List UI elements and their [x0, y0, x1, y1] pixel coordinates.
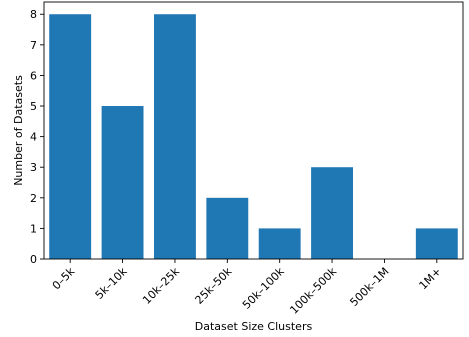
y-tick-label-4: 4 — [30, 131, 37, 144]
y-tick-label-0: 0 — [30, 253, 37, 266]
bars-group — [49, 14, 458, 260]
y-ticks: 0 1 2 3 4 5 6 7 8 — [30, 8, 44, 266]
bar-5 — [311, 167, 354, 259]
x-tick-label-1: 5k–10k — [93, 264, 130, 301]
x-tick-label-3: 25k–50k — [193, 264, 235, 306]
bar-3 — [206, 197, 249, 259]
bar-7 — [415, 228, 458, 259]
x-tick-label-5: 100k–500k — [287, 264, 339, 316]
x-tick-label-6: 500k–1M — [347, 265, 391, 309]
y-tick-label-6: 6 — [30, 69, 37, 82]
plot-frame — [43, 1, 464, 260]
x-tick-label-7: 1M+ — [417, 265, 444, 292]
y-tick-label-3: 3 — [30, 161, 37, 174]
x-tick-label-2: 10k–25k — [140, 264, 182, 306]
bar-0 — [49, 14, 92, 259]
y-axis-label: Number of Datasets — [12, 75, 25, 186]
y-tick-label-8: 8 — [30, 8, 37, 21]
axes-frame — [43, 1, 464, 260]
y-tick-label-7: 7 — [30, 39, 37, 52]
bar-4 — [258, 228, 301, 259]
y-tick-label-2: 2 — [30, 192, 37, 205]
x-tick-label-0: 0–5k — [50, 264, 78, 292]
bar-1 — [101, 106, 144, 260]
y-tick-label-5: 5 — [30, 100, 37, 113]
bar-2 — [153, 14, 196, 259]
x-axis-label: Dataset Size Clusters — [195, 320, 313, 333]
y-tick-label-1: 1 — [30, 222, 37, 235]
x-tick-label-4: 50k–100k — [240, 264, 287, 311]
x-ticks: 0–5k 5k–10k 10k–25k 25k–50k 50k–100k 100k–500… — [50, 259, 444, 317]
